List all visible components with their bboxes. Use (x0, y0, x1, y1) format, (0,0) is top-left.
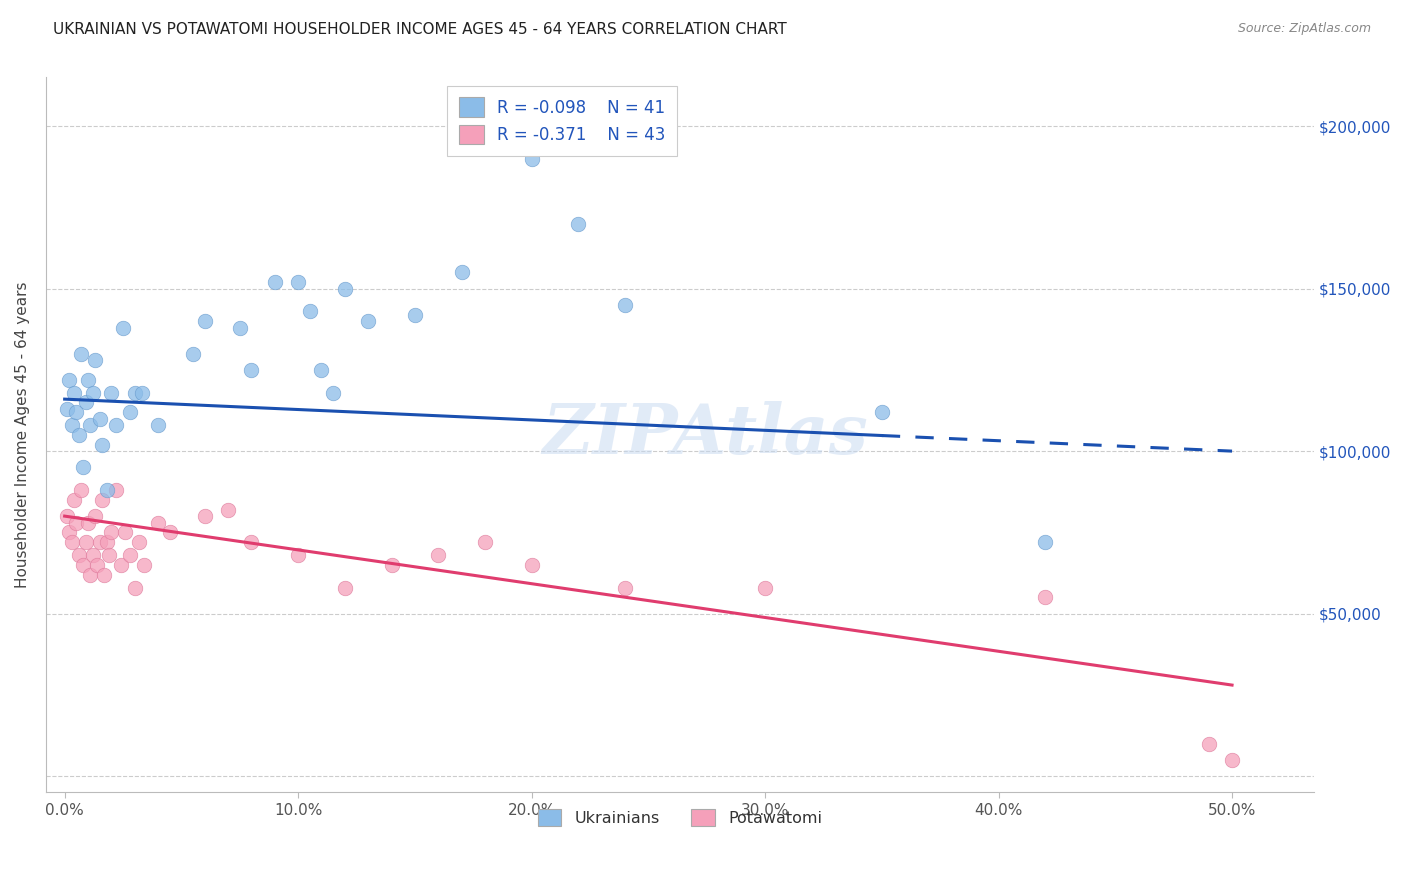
Point (1198, 737, 1220, 751)
Y-axis label: Householder Income Ages 45 - 64 years: Householder Income Ages 45 - 64 years (15, 282, 30, 588)
Point (229, 320, 252, 334)
Point (333, 282, 356, 296)
Point (79, 418, 101, 433)
Text: Source: ZipAtlas.com: Source: ZipAtlas.com (1237, 22, 1371, 36)
Point (67, 548, 90, 562)
Point (93, 567, 115, 582)
Point (84, 509, 107, 524)
Point (91, 492, 114, 507)
Point (60, 535, 83, 549)
Point (58, 525, 80, 540)
Point (474, 535, 496, 549)
Point (60, 418, 83, 433)
Point (72, 460, 94, 475)
Point (118, 405, 141, 419)
Point (75, 535, 97, 549)
Point (1220, 753, 1243, 767)
Point (63, 385, 86, 400)
Point (450, 265, 472, 279)
Point (181, 346, 204, 360)
Point (67, 428, 90, 442)
Point (217, 502, 239, 516)
Point (380, 558, 402, 572)
Point (870, 405, 893, 419)
Point (70, 346, 93, 360)
Point (114, 525, 136, 540)
Point (298, 304, 321, 318)
Point (77, 516, 100, 530)
Point (89, 535, 111, 549)
Point (263, 275, 285, 289)
Point (77, 373, 100, 387)
Point (56, 401, 79, 416)
Point (240, 535, 263, 549)
Point (287, 548, 309, 562)
Point (118, 548, 141, 562)
Point (322, 385, 344, 400)
Point (159, 525, 181, 540)
Point (520, 558, 543, 572)
Point (65, 516, 87, 530)
Point (1033, 591, 1056, 605)
Point (146, 418, 169, 433)
Point (614, 581, 637, 595)
Point (105, 483, 128, 497)
Point (111, 320, 134, 334)
Point (82, 548, 104, 562)
Point (194, 314, 217, 328)
Point (110, 558, 132, 572)
Point (194, 509, 217, 524)
Point (131, 385, 153, 400)
Point (287, 275, 309, 289)
Text: UKRAINIAN VS POTAWATOMI HOUSEHOLDER INCOME AGES 45 - 64 YEARS CORRELATION CHART: UKRAINIAN VS POTAWATOMI HOUSEHOLDER INCO… (53, 22, 787, 37)
Point (132, 558, 155, 572)
Point (614, 298, 637, 312)
Point (357, 314, 380, 328)
Point (96, 535, 118, 549)
Point (70, 483, 93, 497)
Point (79, 567, 101, 582)
Point (65, 405, 87, 419)
Point (333, 581, 356, 595)
Point (63, 492, 86, 507)
Point (100, 525, 122, 540)
Point (58, 373, 80, 387)
Point (240, 363, 263, 377)
Point (56, 509, 79, 524)
Point (311, 363, 333, 377)
Point (754, 581, 776, 595)
Point (128, 535, 150, 549)
Point (98, 548, 121, 562)
Point (89, 411, 111, 425)
Point (84, 353, 107, 368)
Point (146, 516, 169, 530)
Point (520, 152, 543, 166)
Point (105, 418, 128, 433)
Point (75, 395, 97, 409)
Text: ZIPAtlas: ZIPAtlas (543, 401, 868, 468)
Point (96, 483, 118, 497)
Point (100, 385, 122, 400)
Point (91, 437, 114, 451)
Point (427, 548, 450, 562)
Point (1033, 535, 1056, 549)
Point (567, 217, 589, 231)
Point (86, 558, 108, 572)
Point (124, 385, 146, 400)
Legend: Ukrainians, Potawatomi: Ukrainians, Potawatomi (530, 801, 830, 834)
Point (82, 385, 104, 400)
Point (124, 581, 146, 595)
Point (404, 308, 426, 322)
Point (72, 558, 94, 572)
